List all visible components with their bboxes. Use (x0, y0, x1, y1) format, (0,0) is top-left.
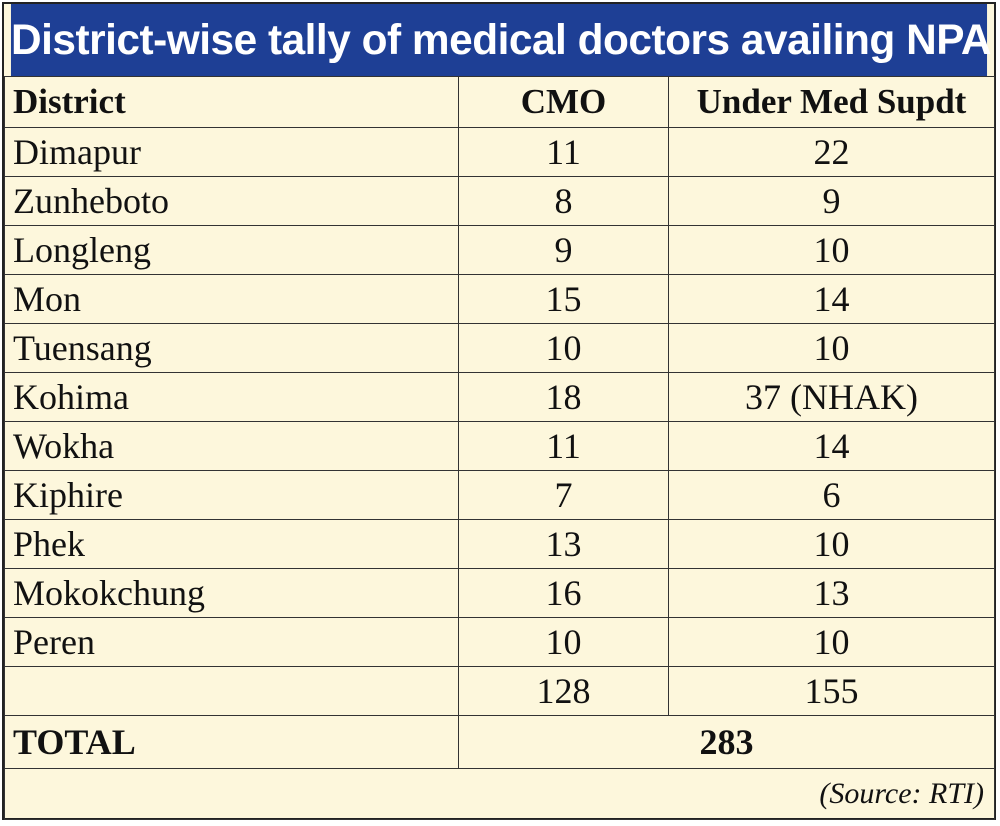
ums-cell: 13 (668, 568, 995, 618)
table-row: Kohima 18 37 (NHAK) (4, 372, 995, 422)
district-cell: Phek (4, 519, 459, 569)
table-row: Dimapur 11 22 (4, 127, 995, 177)
total-label: TOTAL (4, 715, 459, 769)
cmo-cell: 15 (458, 274, 669, 324)
total-row: TOTAL 283 (4, 715, 995, 769)
district-cell: Kohima (4, 372, 459, 422)
district-cell: Mokokchung (4, 568, 459, 618)
ums-cell: 37 (NHAK) (668, 372, 995, 422)
district-cell: Dimapur (4, 127, 459, 177)
table-row: Kiphire 7 6 (4, 470, 995, 520)
subtotal-label-cell (4, 666, 459, 716)
ums-cell: 10 (668, 617, 995, 667)
subtotal-cmo: 128 (458, 666, 669, 716)
cmo-cell: 9 (458, 225, 669, 275)
ums-cell: 14 (668, 421, 995, 471)
ums-cell: 10 (668, 323, 995, 373)
ums-cell: 22 (668, 127, 995, 177)
subtotal-ums: 155 (668, 666, 995, 716)
district-cell: Longleng (4, 225, 459, 275)
table-row: Tuensang 10 10 (4, 323, 995, 373)
ums-cell: 10 (668, 519, 995, 569)
cmo-cell: 10 (458, 617, 669, 667)
cmo-cell: 8 (458, 176, 669, 226)
table-row: Peren 10 10 (4, 617, 995, 667)
district-cell: Mon (4, 274, 459, 324)
cmo-cell: 13 (458, 519, 669, 569)
cmo-cell: 10 (458, 323, 669, 373)
header-district: District (4, 76, 459, 128)
ums-cell: 6 (668, 470, 995, 520)
ums-cell: 14 (668, 274, 995, 324)
header-cmo: CMO (458, 76, 669, 128)
table-row: Zunheboto 8 9 (4, 176, 995, 226)
district-cell: Wokha (4, 421, 459, 471)
ums-cell: 9 (668, 176, 995, 226)
header-row: District CMO Under Med Supdt (4, 76, 995, 128)
total-value: 283 (458, 715, 995, 769)
ums-cell: 10 (668, 225, 995, 275)
district-cell: Tuensang (4, 323, 459, 373)
district-cell: Zunheboto (4, 176, 459, 226)
source-row: (Source: RTI) (4, 768, 995, 820)
cmo-cell: 16 (458, 568, 669, 618)
table-row: Mon 15 14 (4, 274, 995, 324)
cmo-cell: 18 (458, 372, 669, 422)
district-cell: Peren (4, 617, 459, 667)
table-row: Phek 13 10 (4, 519, 995, 569)
table-row: Longleng 9 10 (4, 225, 995, 275)
table-row: Mokokchung 16 13 (4, 568, 995, 618)
table-title: District-wise tally of medical doctors a… (10, 4, 991, 76)
subtotal-row: 128 155 (4, 666, 995, 716)
source-note: (Source: RTI) (4, 768, 995, 820)
table-row: Wokha 11 14 (4, 421, 995, 471)
cmo-cell: 11 (458, 421, 669, 471)
cmo-cell: 7 (458, 470, 669, 520)
district-cell: Kiphire (4, 470, 459, 520)
cmo-cell: 11 (458, 127, 669, 177)
header-under-med-supdt: Under Med Supdt (668, 76, 995, 128)
npa-table: District CMO Under Med Supdt Dimapur 11 … (4, 76, 995, 820)
